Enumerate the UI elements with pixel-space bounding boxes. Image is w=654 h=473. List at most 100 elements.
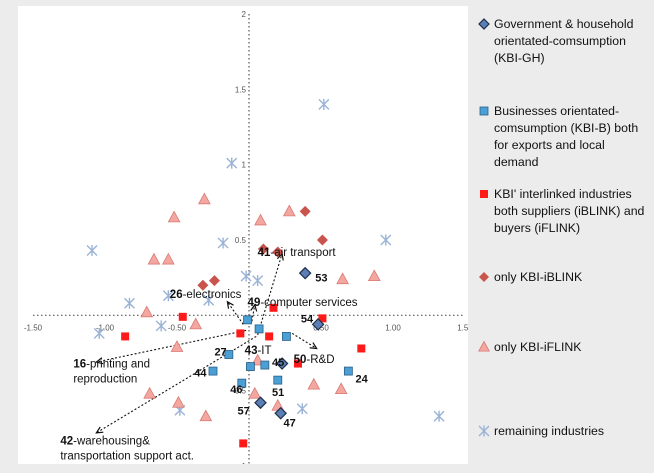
data-point bbox=[248, 386, 262, 399]
arrow-line bbox=[251, 304, 256, 322]
text-labels: 53 54 45 27 44 46 51 24 57 47 41-air transport 26-e… bbox=[60, 247, 368, 462]
data-point bbox=[254, 396, 267, 410]
data-point bbox=[172, 395, 185, 408]
data-point bbox=[161, 252, 175, 265]
data-point bbox=[274, 406, 288, 420]
legend-label: Government & household orientated-comsum… bbox=[494, 17, 634, 65]
x-tick-label: -1.50 bbox=[24, 323, 43, 332]
data-point bbox=[252, 275, 264, 287]
annotation-arrows bbox=[95, 252, 318, 434]
annotation-label: 42-warehousing& bbox=[60, 435, 150, 447]
point-label: 27 bbox=[214, 346, 226, 358]
legend-marker-shape bbox=[478, 340, 490, 352]
legend-item: only KBI-iBLINK bbox=[476, 269, 582, 286]
data-point bbox=[293, 359, 302, 368]
data-point bbox=[260, 360, 270, 370]
point-label: 57 bbox=[237, 405, 249, 417]
data-point bbox=[307, 377, 321, 390]
data-point bbox=[240, 270, 252, 282]
point-label: 53 bbox=[315, 273, 327, 285]
annotation-label: 49-computer services bbox=[248, 297, 358, 309]
legend-item: KBI' interlinked industries both supplie… bbox=[476, 186, 652, 237]
annotation-label: 43-IT bbox=[245, 345, 272, 357]
data-point bbox=[239, 439, 248, 448]
legend-marker-shape bbox=[478, 425, 490, 437]
annotation-label: reproduction bbox=[73, 374, 137, 386]
data-point bbox=[121, 332, 130, 341]
annotation-label: 26-electronics bbox=[170, 289, 242, 301]
x-tick-label: 1.00 bbox=[385, 323, 401, 332]
data-point bbox=[296, 403, 308, 415]
arrow-head bbox=[95, 426, 104, 434]
x-tick-label: -0.50 bbox=[168, 323, 187, 332]
data-point bbox=[311, 318, 325, 331]
arrow-line bbox=[96, 329, 247, 363]
data-point bbox=[224, 350, 234, 359]
legend-marker-shape bbox=[479, 106, 489, 116]
data-point bbox=[299, 205, 311, 217]
data-point bbox=[162, 290, 174, 302]
data-point bbox=[123, 297, 135, 309]
legend-marker bbox=[479, 272, 489, 282]
data-point bbox=[254, 213, 267, 226]
data-point bbox=[197, 279, 209, 291]
legend-label: Businesses orientated-comsumption (KBI-B… bbox=[494, 104, 639, 169]
arrow-line bbox=[257, 253, 283, 336]
x-tick-label: -1.00 bbox=[96, 323, 115, 332]
arrow-head bbox=[276, 252, 284, 261]
data-point bbox=[155, 320, 167, 332]
annotation-label: 16-printing and bbox=[73, 359, 150, 371]
data-point bbox=[254, 324, 264, 334]
y-tick-label: -1 bbox=[239, 462, 247, 464]
legend-label: remaining industries bbox=[494, 424, 605, 438]
data-point bbox=[269, 303, 278, 312]
data-point bbox=[237, 378, 247, 388]
data-point bbox=[199, 409, 213, 422]
data-point bbox=[178, 312, 187, 321]
legend-marker bbox=[478, 425, 490, 437]
data-point bbox=[298, 266, 312, 280]
axes: -1.50 -1.00 -0.50 0.50 1.00 1.50 -1 -0.5 0.5 1 1.5… bbox=[24, 10, 468, 464]
data-point bbox=[93, 327, 105, 339]
annotation-label: 50-R&D bbox=[294, 354, 335, 366]
data-point bbox=[170, 340, 184, 352]
plot-area: -1.50 -1.00 -0.50 0.50 1.00 1.50 -1 -0.5 0.5 1 1.5… bbox=[18, 6, 468, 464]
arrow-line bbox=[96, 335, 257, 434]
data-point bbox=[282, 332, 291, 341]
data-point bbox=[318, 314, 327, 323]
y-tick-label: 0.5 bbox=[235, 236, 247, 245]
legend-item: only KBI-iFLINK bbox=[476, 339, 581, 356]
data-point bbox=[203, 294, 215, 306]
arrow-line bbox=[226, 301, 244, 325]
data-point bbox=[357, 344, 366, 353]
data-point bbox=[217, 237, 229, 249]
data-point bbox=[318, 98, 330, 110]
legend-marker-shape bbox=[480, 190, 488, 198]
y-tick-label: 1.5 bbox=[235, 85, 247, 94]
data-point bbox=[197, 192, 211, 205]
data-point bbox=[367, 269, 381, 282]
data-points bbox=[86, 98, 445, 448]
data-point bbox=[246, 362, 255, 371]
point-label: 47 bbox=[284, 417, 296, 429]
scatter-chart: -1.50 -1.00 -0.50 0.50 1.00 1.50 -1 -0.5 0.5 1 1.5… bbox=[24, 10, 468, 464]
arrow-line bbox=[291, 332, 317, 349]
point-label: 54 bbox=[301, 313, 314, 325]
legend-item: remaining industries bbox=[476, 423, 604, 440]
data-point bbox=[272, 246, 284, 258]
y-tick-label: 2 bbox=[242, 10, 247, 19]
data-point bbox=[236, 329, 245, 338]
data-point bbox=[282, 204, 296, 217]
data-point bbox=[334, 382, 348, 395]
legend-marker bbox=[478, 340, 490, 352]
arrow-head bbox=[95, 357, 104, 365]
data-point bbox=[226, 157, 238, 169]
data-point bbox=[243, 315, 252, 325]
point-label: 44 bbox=[194, 368, 207, 380]
annotation-label: 41-air transport bbox=[258, 247, 337, 259]
legend-marker bbox=[478, 18, 490, 30]
legend-label: only KBI-iBLINK bbox=[494, 270, 583, 284]
arrow-head bbox=[226, 300, 234, 309]
legend-marker-shape bbox=[478, 18, 490, 30]
legend-label: only KBI-iFLINK bbox=[494, 340, 582, 354]
